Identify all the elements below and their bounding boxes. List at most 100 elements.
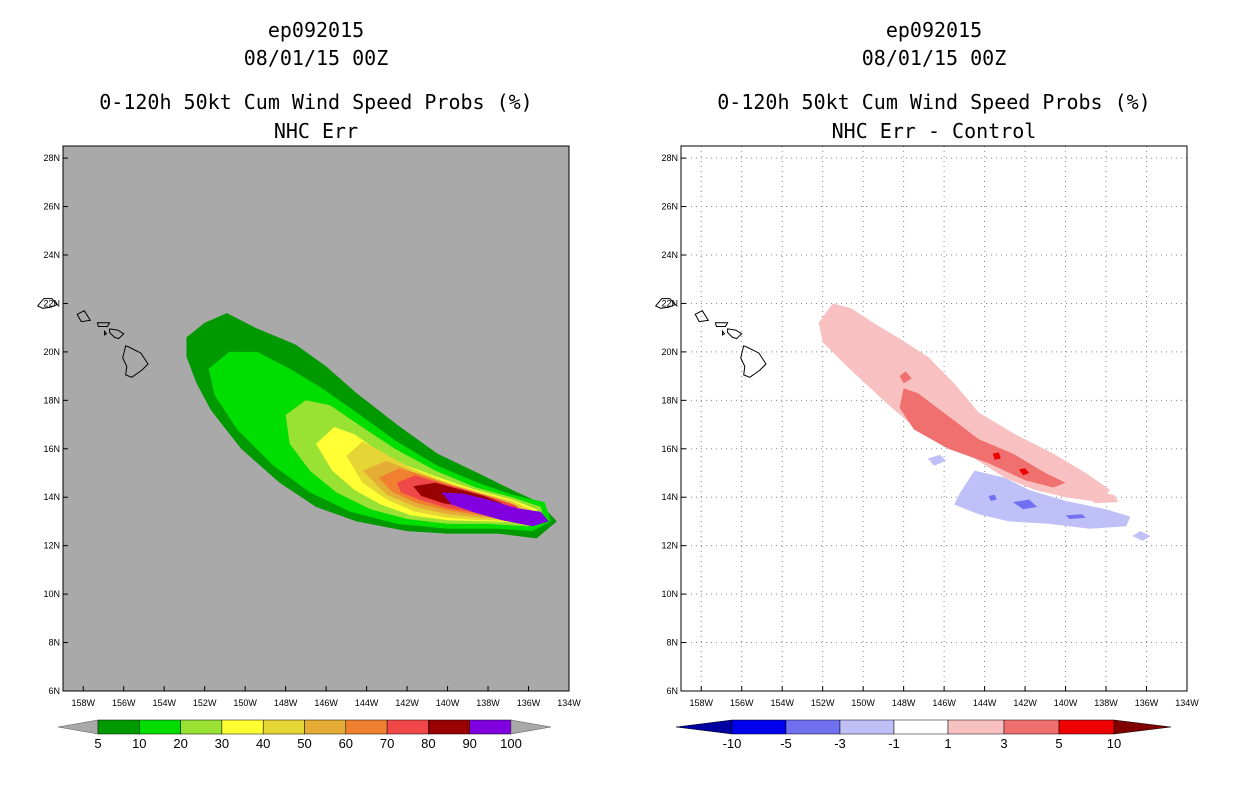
right-ytick-label: 24N <box>661 250 678 260</box>
right-contour-3 <box>899 371 912 384</box>
left-ytick-label: 6N <box>48 686 60 696</box>
right-ytick-label: 6N <box>666 686 678 696</box>
left-xtick-label: 150W <box>233 698 257 708</box>
right-map-plot: 158W 156W 154W 152W 150W 148W 146W 144W 142W 140W… <box>654 145 1199 708</box>
left-cbar-label: 5 <box>94 736 101 751</box>
right-island-outline <box>722 329 726 336</box>
right-cbar-label: -3 <box>834 736 846 751</box>
right-contour--3 <box>1065 514 1086 519</box>
left-ytick-label: 22N <box>43 298 60 308</box>
right-contour-5 <box>1019 468 1030 476</box>
right-cbar-swatch <box>785 719 841 735</box>
left-ytick-label: 18N <box>43 395 60 405</box>
right-contour-5 <box>992 452 1001 460</box>
left-cbar-swatch <box>221 719 264 735</box>
left-ytick-label: 12N <box>43 541 60 551</box>
left-plot-frame <box>62 145 570 692</box>
left-cbar-label: 60 <box>339 736 353 751</box>
right-xtick-label: 158W <box>689 698 713 708</box>
right-cbar-label: -10 <box>723 736 742 751</box>
right-title-storm: ep092015 <box>885 18 983 42</box>
left-xtick-label: 136W <box>517 698 541 708</box>
right-ytick-label: 16N <box>661 444 678 454</box>
left-ytick-label: 10N <box>43 589 60 599</box>
right-contour--3 <box>1012 499 1038 510</box>
right-contour--1 <box>1132 531 1151 541</box>
left-cbar-label: 50 <box>297 736 311 751</box>
right-cbar-arrow-low <box>675 719 733 735</box>
left-cbar-label: 10 <box>132 736 146 751</box>
right-cbar-label: 10 <box>1107 736 1121 751</box>
left-xtick-label: 148W <box>274 698 298 708</box>
right-xtick-label: 144W <box>973 698 997 708</box>
right-contour--1 <box>927 454 947 466</box>
right-xtick-label: 138W <box>1094 698 1118 708</box>
left-cbar-swatch <box>97 719 140 735</box>
right-xtick-label: 152W <box>811 698 835 708</box>
right-cbar-swatch <box>947 719 1005 735</box>
left-cbar-swatch <box>180 719 223 735</box>
right-cbar-label: 1 <box>944 736 951 751</box>
right-ytick-label: 12N <box>661 541 678 551</box>
right-xtick-label: 150W <box>851 698 875 708</box>
left-xtick-label: 152W <box>193 698 217 708</box>
left-cbar-label: 70 <box>380 736 394 751</box>
left-island-outline <box>109 328 125 340</box>
left-island-outline <box>96 322 111 327</box>
left-xtick-label: 156W <box>112 698 136 708</box>
right-ytick-label: 10N <box>661 589 678 599</box>
left-cbar-arrow-high <box>510 719 552 735</box>
left-cbar-label: 100 <box>500 736 522 751</box>
left-ytick-label: 8N <box>48 638 60 648</box>
left-island-outline <box>76 310 92 323</box>
left-cbar-swatch <box>304 719 347 735</box>
left-cbar-swatch <box>345 719 388 735</box>
right-island-outline <box>727 328 743 340</box>
right-xtick-label: 136W <box>1135 698 1159 708</box>
left-island-outline <box>36 298 58 309</box>
right-xtick-label: 146W <box>932 698 956 708</box>
left-ytick-label: 16N <box>43 444 60 454</box>
left-cbar-swatch <box>428 719 470 735</box>
left-cbar-swatch <box>386 719 429 735</box>
right-ytick-label: 8N <box>666 638 678 648</box>
left-ytick-label: 28N <box>43 153 60 163</box>
left-island-outline <box>104 329 108 336</box>
right-island-outline <box>654 298 676 309</box>
right-cbar-label: 3 <box>1000 736 1007 751</box>
right-xtick-label: 140W <box>1054 698 1078 708</box>
right-ytick-label: 26N <box>661 202 678 212</box>
right-cbar-swatch <box>731 719 787 735</box>
left-cbar-swatch <box>469 719 512 735</box>
left-cbar-label: 20 <box>173 736 187 751</box>
right-contour--1 <box>954 470 1131 529</box>
right-cbar-label: -1 <box>888 736 900 751</box>
left-xtick-label: 140W <box>436 698 460 708</box>
right-xtick-label: 156W <box>730 698 754 708</box>
right-xtick-label: 142W <box>1013 698 1037 708</box>
right-island-outline <box>740 345 767 378</box>
left-map-plot: 158W 156W 154W 152W 150W 148W 146W 144W 142W 140W… <box>36 145 581 708</box>
right-cbar-swatch <box>893 719 949 735</box>
right-contour-1 <box>1089 491 1119 504</box>
right-xtick-label: 134W <box>1175 698 1199 708</box>
left-title-variant: NHC Err <box>273 119 359 143</box>
left-cbar-arrow-low <box>57 719 99 735</box>
left-ytick-label: 26N <box>43 202 60 212</box>
right-title-variant: NHC Err - Control <box>831 119 1037 143</box>
right-cbar-arrow-high <box>1113 719 1172 735</box>
right-ytick-label: 28N <box>661 153 678 163</box>
right-plot-frame <box>680 145 1188 692</box>
left-ytick-label: 24N <box>43 250 60 260</box>
left-colorbar: 5 10 20 30 40 50 60 70 80 90 100 <box>57 719 552 751</box>
left-cbar-label: 40 <box>256 736 270 751</box>
right-xtick-label: 148W <box>892 698 916 708</box>
right-ytick-label: 20N <box>661 347 678 357</box>
right-ytick-label: 18N <box>661 395 678 405</box>
left-xtick-label: 134W <box>557 698 581 708</box>
left-xtick-label: 146W <box>314 698 338 708</box>
left-title-storm: ep092015 <box>267 18 365 42</box>
left-title-date: 08/01/15 00Z <box>243 46 389 70</box>
right-island-outline <box>714 322 729 327</box>
right-cbar-label: 5 <box>1055 736 1062 751</box>
